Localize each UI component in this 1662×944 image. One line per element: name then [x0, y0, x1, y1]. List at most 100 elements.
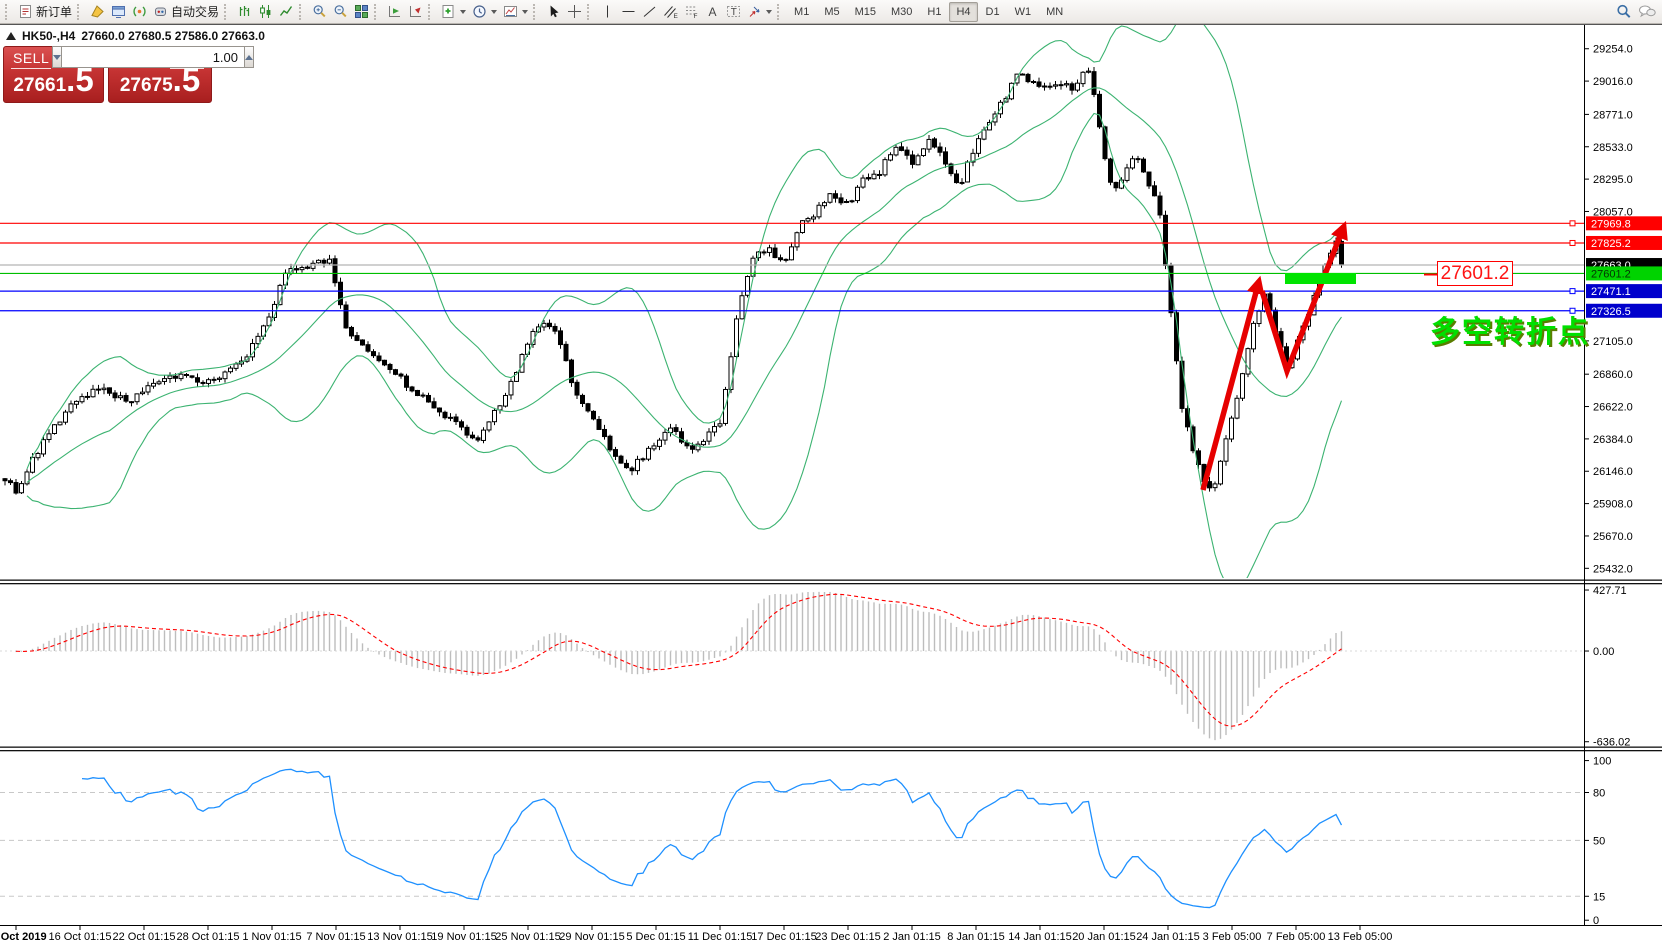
- timeframe-M1[interactable]: M1: [787, 2, 816, 22]
- data-window-button[interactable]: [108, 1, 129, 22]
- toolbar-grip: [5, 3, 11, 20]
- templates-button[interactable]: [500, 1, 531, 22]
- periods-button[interactable]: [469, 1, 500, 22]
- svg-text:13 Nov 01:15: 13 Nov 01:15: [367, 931, 432, 943]
- volume-up-button[interactable]: [244, 46, 254, 68]
- svg-text:29254.0: 29254.0: [1593, 44, 1633, 56]
- timeframe-MN[interactable]: MN: [1039, 2, 1070, 22]
- chart-shift-button[interactable]: [405, 1, 426, 22]
- rsi-axis: 100 80 50 15 0: [1584, 756, 1611, 927]
- bar-chart-icon: [237, 4, 252, 19]
- svg-text:29 Nov 01:15: 29 Nov 01:15: [559, 931, 624, 943]
- zoom-out-button[interactable]: [330, 1, 351, 22]
- timeframe-H1[interactable]: H1: [920, 2, 948, 22]
- line-chart-mode-button[interactable]: [276, 1, 297, 22]
- svg-text:27471.1: 27471.1: [1591, 286, 1631, 298]
- spinner-up-icon: [245, 54, 253, 60]
- text-tool-button[interactable]: A: [702, 1, 723, 22]
- trendline-icon: [642, 4, 657, 19]
- auto-scroll-button[interactable]: [384, 1, 405, 22]
- zoom-out-icon: [333, 4, 348, 19]
- toolbar-grip: [587, 3, 593, 20]
- tile-windows-button[interactable]: [351, 1, 372, 22]
- timeframe-switcher: M1 M5 M15 M30 H1 H4 D1 W1 MN: [787, 1, 1070, 22]
- price-callout-label[interactable]: 27601.2: [1437, 261, 1513, 286]
- svg-text:28 Oct 01:15: 28 Oct 01:15: [177, 931, 240, 943]
- collapse-icon: [6, 32, 16, 40]
- autotrade-button[interactable]: 自动交易: [150, 1, 222, 22]
- crosshair-tool-button[interactable]: [564, 1, 585, 22]
- highlight-bar: [1285, 273, 1356, 284]
- arrows-tool-button[interactable]: [744, 1, 775, 22]
- fibonacci-icon: F: [684, 4, 699, 19]
- svg-text:19 Nov 01:15: 19 Nov 01:15: [431, 931, 496, 943]
- channel-tool-button[interactable]: E: [660, 1, 681, 22]
- autotrade-label: 自动交易: [171, 5, 220, 19]
- chart-title-bar: HK50-,H4 27660.0 27680.5 27586.0 27663.0: [6, 29, 265, 43]
- trendline-tool-button[interactable]: [639, 1, 660, 22]
- fibonacci-tool-button[interactable]: F: [681, 1, 702, 22]
- signals-button[interactable]: [129, 1, 150, 22]
- svg-text:27825.2: 27825.2: [1591, 238, 1631, 250]
- svg-text:427.71: 427.71: [1593, 585, 1627, 597]
- text-label-tool-button[interactable]: T: [723, 1, 744, 22]
- crosshair-icon: [567, 4, 582, 19]
- svg-text:-636.02: -636.02: [1593, 737, 1630, 749]
- svg-text:29016.0: 29016.0: [1593, 76, 1633, 88]
- bar-chart-mode-button[interactable]: [234, 1, 255, 22]
- toolbar-grip: [428, 3, 434, 20]
- timeframe-M30[interactable]: M30: [884, 2, 919, 22]
- svg-text:100: 100: [1593, 756, 1611, 768]
- svg-text:F: F: [694, 13, 698, 19]
- chat-button[interactable]: [1635, 1, 1659, 22]
- vertical-line-tool-button[interactable]: [597, 1, 618, 22]
- cursor-icon: [546, 4, 561, 19]
- svg-text:E: E: [674, 13, 679, 19]
- svg-text:27601.2: 27601.2: [1591, 268, 1631, 280]
- timeframe-D1[interactable]: D1: [979, 2, 1007, 22]
- timeframe-W1[interactable]: W1: [1008, 2, 1039, 22]
- toolbar-grip: [77, 3, 83, 20]
- sell-label: SELL: [11, 50, 52, 69]
- timeframe-M5[interactable]: M5: [817, 2, 846, 22]
- svg-text:50: 50: [1593, 835, 1605, 847]
- svg-text:15: 15: [1593, 891, 1605, 903]
- svg-text:80: 80: [1593, 788, 1605, 800]
- template-icon: [503, 4, 518, 19]
- auto-scroll-icon: [387, 4, 402, 19]
- search-button[interactable]: [1613, 1, 1635, 22]
- timeframe-M15[interactable]: M15: [848, 2, 883, 22]
- toolbar-grip: [533, 3, 539, 20]
- bollinger-bands: [26, 25, 1343, 578]
- svg-text:26622.0: 26622.0: [1593, 402, 1633, 414]
- tile-windows-icon: [354, 4, 369, 19]
- svg-text:27105.0: 27105.0: [1593, 336, 1633, 348]
- pane-frames: [0, 24, 1662, 926]
- text-label-icon: T: [726, 4, 741, 19]
- svg-text:0.00: 0.00: [1593, 646, 1614, 658]
- zoom-in-button[interactable]: [309, 1, 330, 22]
- new-order-button[interactable]: 新订单: [15, 1, 75, 22]
- dropdown-caret-icon: [766, 9, 773, 14]
- horizontal-line-tool-button[interactable]: [618, 1, 639, 22]
- market-watch-button[interactable]: [87, 1, 108, 22]
- volume-down-button[interactable]: [52, 46, 62, 68]
- svg-text:7 Nov 01:15: 7 Nov 01:15: [306, 931, 365, 943]
- timeframe-H4[interactable]: H4: [949, 1, 978, 22]
- toolbar-grip: [299, 3, 305, 20]
- chart-canvas[interactable]: MACD(12,26,9) 36.20 -104.81 RSI(14) 56.3…: [0, 24, 1662, 944]
- svg-text:0: 0: [1593, 915, 1599, 927]
- one-click-trading-panel: SELL 27661.5 BUY 27675.5: [3, 46, 254, 103]
- cursor-tool-button[interactable]: [543, 1, 564, 22]
- macd-signal-line: [15, 593, 1342, 727]
- indicators-button[interactable]: [438, 1, 469, 22]
- turning-point-note[interactable]: 多空转折点: [1430, 316, 1590, 349]
- volume-input[interactable]: [62, 46, 244, 68]
- toolbar-grip: [374, 3, 380, 20]
- svg-text:20 Jan 01:15: 20 Jan 01:15: [1072, 931, 1136, 943]
- svg-text:A: A: [709, 5, 717, 19]
- candlestick-mode-button[interactable]: [255, 1, 276, 22]
- dropdown-caret-icon: [460, 9, 467, 14]
- spinner-down-icon: [53, 54, 61, 60]
